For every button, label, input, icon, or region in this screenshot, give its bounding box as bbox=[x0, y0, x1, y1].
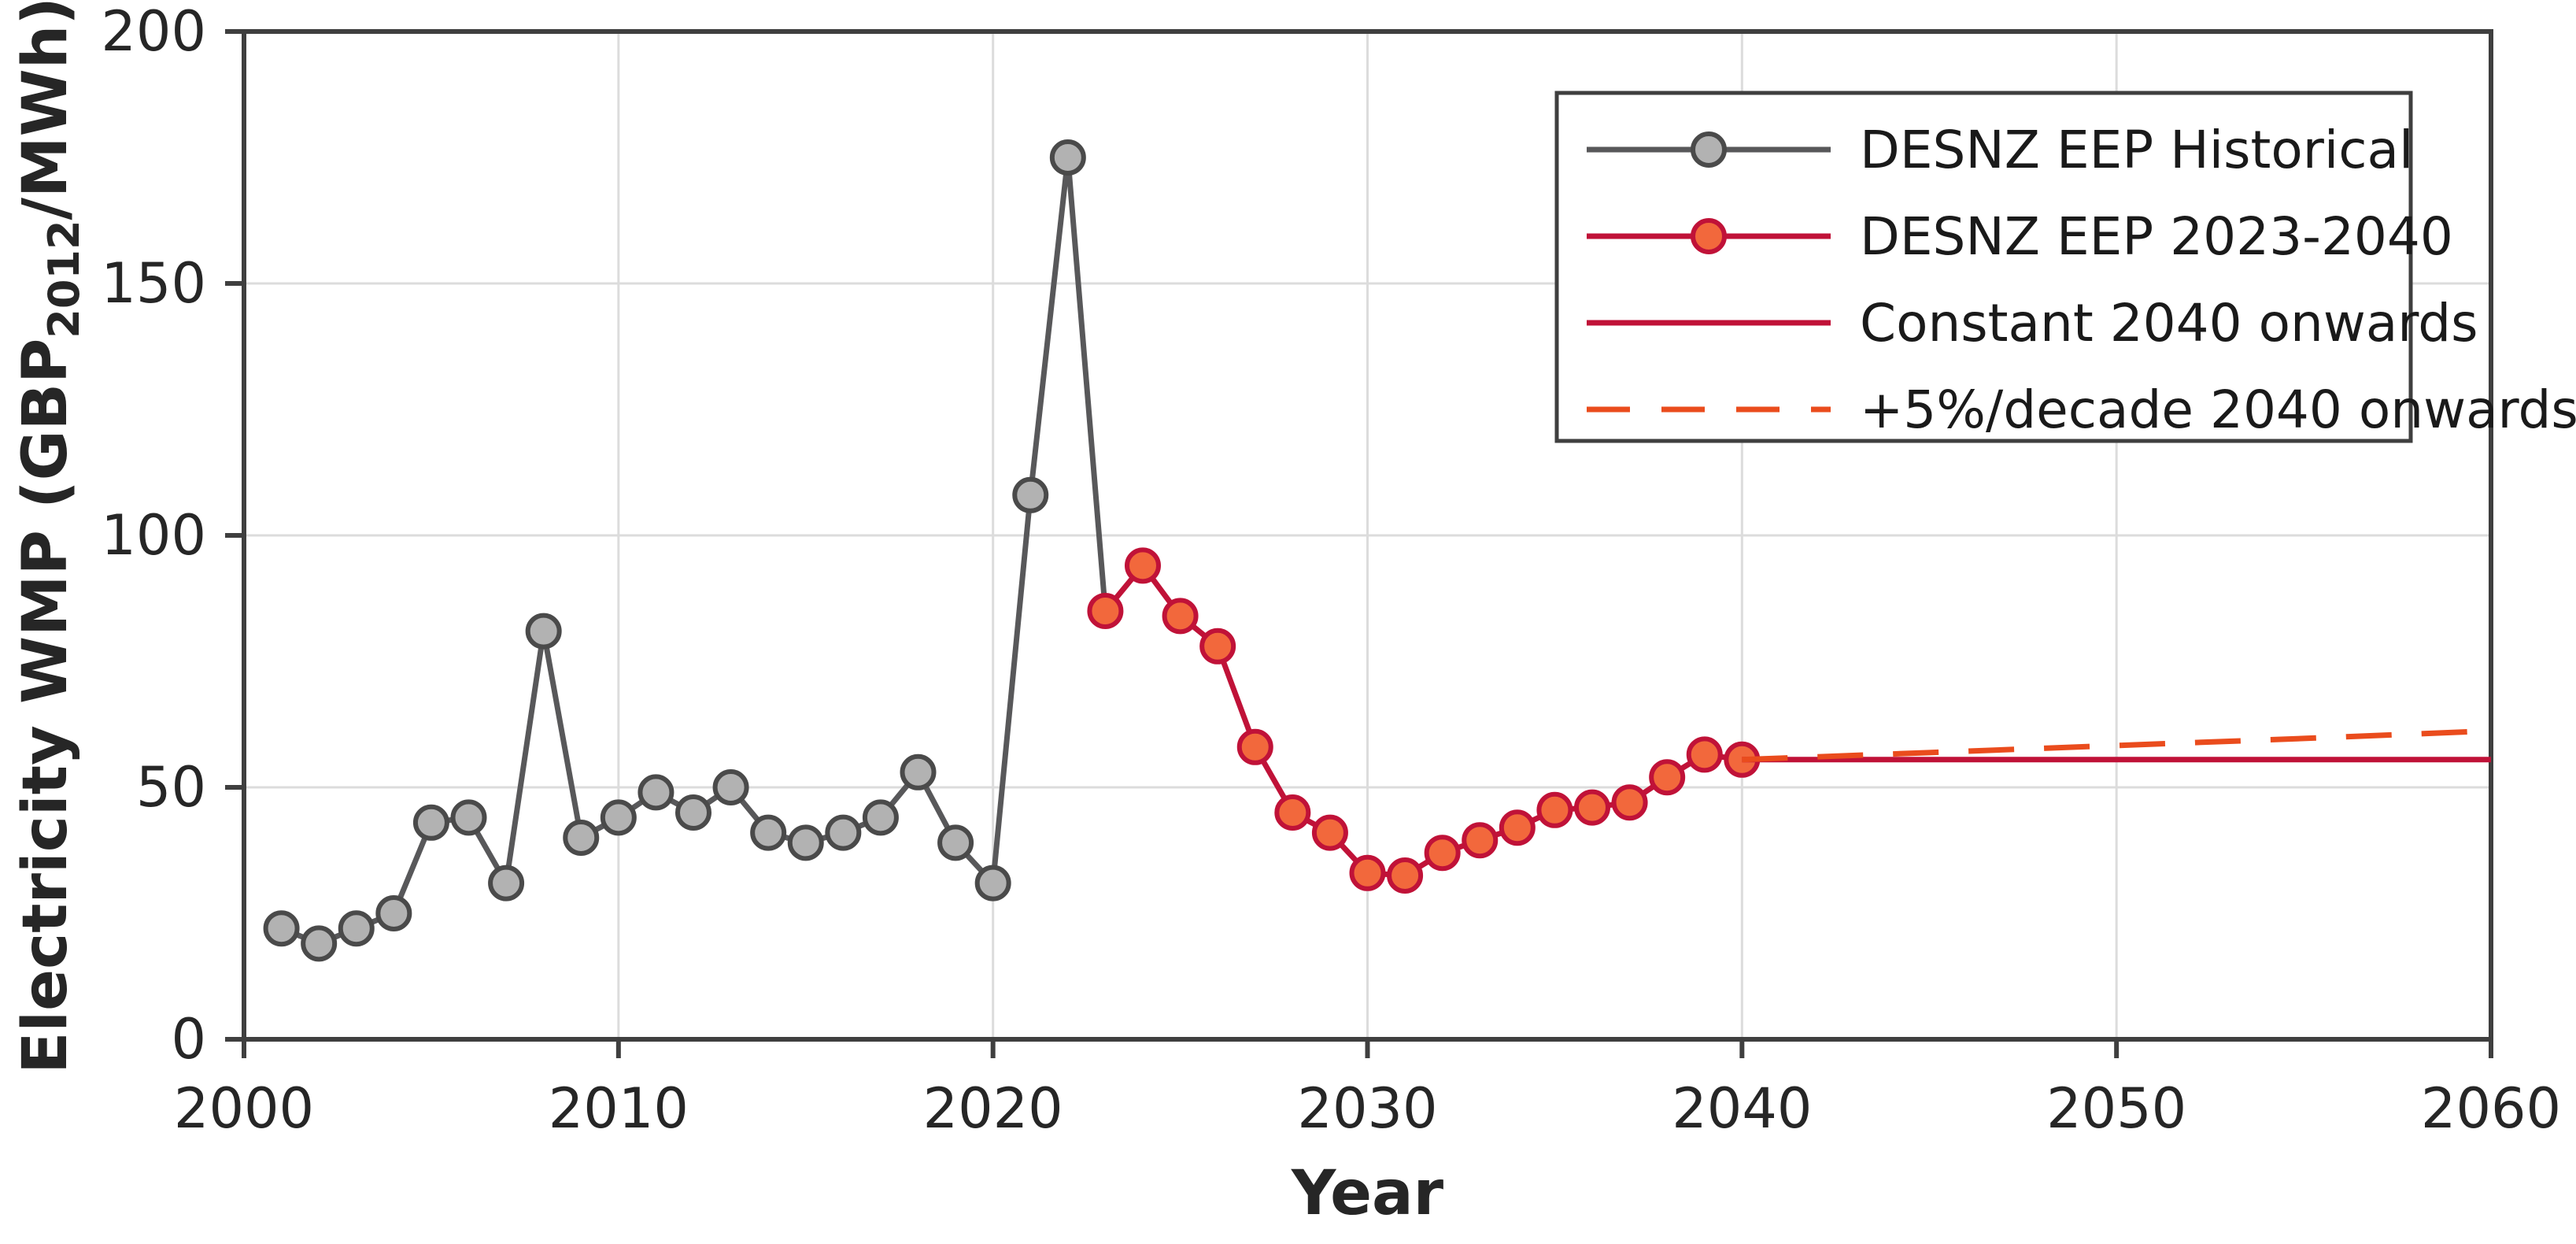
x-tick-label: 2030 bbox=[1297, 1076, 1437, 1141]
x-tick-label: 2050 bbox=[2046, 1076, 2186, 1141]
data-point-marker bbox=[1049, 139, 1086, 176]
data-point-marker bbox=[338, 910, 375, 947]
data-point-marker bbox=[1162, 598, 1199, 635]
data-point-marker bbox=[1574, 789, 1610, 826]
data-point-marker bbox=[1012, 476, 1049, 513]
data-point-marker bbox=[862, 799, 899, 836]
data-point-marker bbox=[712, 769, 749, 805]
x-tick-label: 2010 bbox=[549, 1076, 689, 1141]
y-axis-label: Electricity WMP (GBP2012/MWh) bbox=[10, 0, 89, 1074]
data-point-marker bbox=[375, 895, 412, 931]
data-point-marker bbox=[675, 794, 711, 831]
data-point-marker bbox=[825, 814, 862, 851]
data-point-marker bbox=[1199, 628, 1236, 665]
data-point-marker bbox=[1424, 835, 1461, 872]
data-point-marker bbox=[1499, 809, 1536, 846]
series-line-1 bbox=[1103, 562, 1743, 879]
data-point-marker bbox=[787, 824, 824, 861]
data-point-marker bbox=[488, 865, 525, 902]
legend-swatch-marker bbox=[1691, 218, 1727, 254]
legend-swatch-marker bbox=[1691, 131, 1727, 168]
data-point-marker bbox=[1311, 814, 1348, 851]
data-point-marker bbox=[412, 804, 449, 841]
legend-label: Constant 2040 onwards bbox=[1860, 293, 2478, 354]
legend-label: DESNZ EEP 2023-2040 bbox=[1860, 206, 2453, 267]
data-point-marker bbox=[974, 865, 1011, 902]
data-point-marker bbox=[1236, 728, 1273, 765]
data-point-marker bbox=[1387, 857, 1424, 894]
data-point-marker bbox=[563, 820, 600, 856]
data-point-marker bbox=[600, 799, 637, 836]
data-point-marker bbox=[1349, 854, 1386, 891]
y-tick-label: 200 bbox=[101, 0, 206, 64]
data-point-marker bbox=[638, 774, 674, 811]
data-point-marker bbox=[900, 753, 937, 790]
x-axis-label: Year bbox=[1291, 1158, 1444, 1229]
data-point-marker bbox=[1087, 593, 1124, 629]
x-tick-label: 2000 bbox=[174, 1076, 314, 1141]
data-point-marker bbox=[263, 910, 300, 947]
y-tick-label: 50 bbox=[136, 755, 206, 820]
data-point-marker bbox=[1125, 547, 1161, 584]
legend-label: DESNZ EEP Historical bbox=[1860, 120, 2413, 180]
y-tick-label: 150 bbox=[101, 251, 206, 316]
data-point-marker bbox=[301, 925, 338, 962]
data-point-marker bbox=[1274, 794, 1311, 831]
y-tick-label: 0 bbox=[171, 1007, 206, 1072]
x-tick-label: 2040 bbox=[1672, 1076, 1812, 1141]
data-point-marker bbox=[1536, 791, 1573, 828]
data-point-marker bbox=[750, 814, 787, 851]
series-line-3 bbox=[1742, 728, 2492, 763]
data-point-marker bbox=[1462, 822, 1499, 859]
data-point-marker bbox=[525, 613, 562, 650]
y-tick-label: 100 bbox=[101, 503, 206, 568]
x-tick-label: 2060 bbox=[2421, 1076, 2561, 1141]
legend-label: +5%/decade 2040 onwards bbox=[1860, 379, 2576, 440]
data-point-marker bbox=[1649, 759, 1686, 796]
data-point-marker bbox=[450, 799, 487, 836]
data-point-marker bbox=[1611, 784, 1648, 821]
data-point-marker bbox=[937, 824, 974, 861]
x-tick-label: 2020 bbox=[923, 1076, 1063, 1141]
data-point-marker bbox=[1686, 736, 1723, 773]
